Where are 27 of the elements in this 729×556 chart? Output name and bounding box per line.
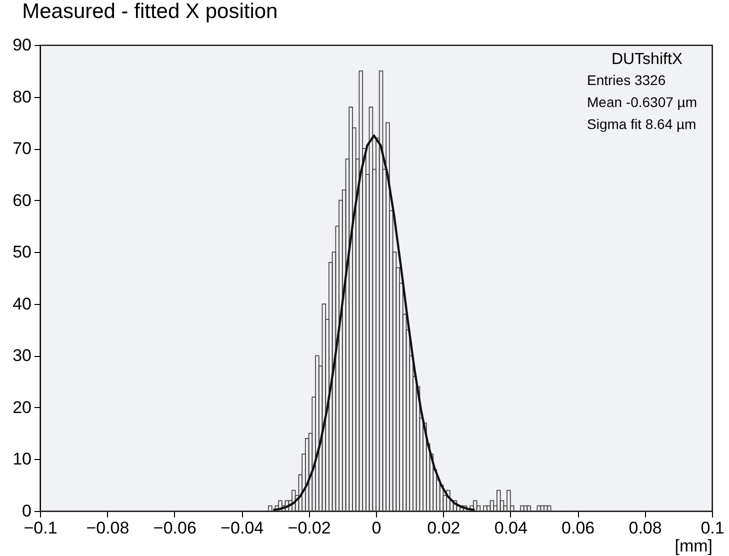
y-tick-label: 80 [12,87,32,106]
chart-title: Measured - fitted X position [22,0,278,23]
y-tick-label: 20 [12,398,32,417]
annotation: Mean -0.6307 µm [587,94,698,110]
x-tick-label: 0.1 [700,518,724,538]
x-tick-label: 0.08 [628,518,662,538]
y-tick-label: 30 [12,346,32,366]
x-tick-label: 0.04 [494,518,528,538]
x-tick-label: −0.04 [220,518,264,538]
y-tick-label: 70 [12,139,32,158]
y-tick-label: 90 [12,36,32,54]
y-tick-label: 60 [12,190,32,210]
x-tick-label: −0.1 [24,518,58,538]
y-tick-label: 40 [12,294,32,314]
x-tick-label: 0.02 [427,518,460,538]
x-axis-title: [mm] [674,536,712,556]
x-tick-label: −0.06 [153,518,196,538]
annotation: DUTshiftX [611,51,683,68]
x-tick-label: 0 [372,518,382,538]
annotation: Sigma fit 8.64 µm [587,116,696,132]
y-tick-label: 0 [22,502,32,520]
x-tick-label: −0.02 [288,518,331,538]
y-tick-label: 50 [12,242,32,262]
annotation: Entries 3326 [587,72,666,88]
x-tick-label: 0.06 [562,518,595,538]
y-tick-label: 10 [12,450,32,469]
x-tick-label: −0.08 [86,518,130,538]
